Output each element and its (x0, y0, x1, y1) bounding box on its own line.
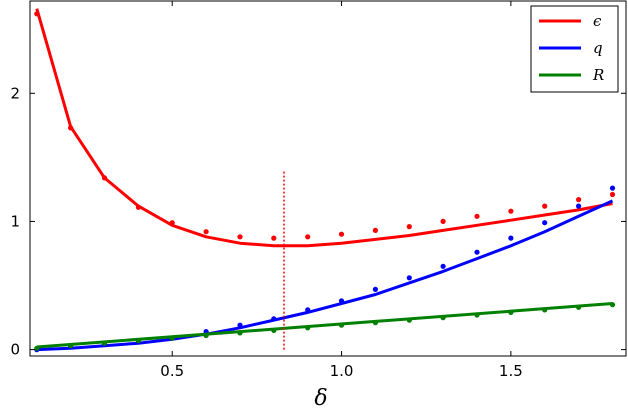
series-0-point (135, 204, 141, 210)
series-2-point (474, 312, 480, 318)
series-1-point (542, 220, 548, 226)
legend-label: R (592, 66, 604, 84)
series-1-point (474, 249, 480, 255)
series-1-point (406, 275, 412, 281)
legend-label: q (593, 39, 603, 57)
series-2-point (271, 327, 277, 333)
series-1-point (372, 286, 378, 292)
legend-entries: ϵqR (539, 12, 604, 84)
legend-entry-2: R (539, 66, 604, 84)
series-2-point (542, 307, 548, 313)
series-2-point (34, 345, 40, 351)
series-0-point (474, 213, 480, 219)
y-tick-label: 2 (10, 84, 20, 102)
legend: ϵqR (530, 5, 619, 93)
series-0-point (372, 227, 378, 233)
legend-entry-1: q (539, 39, 603, 57)
series-0-point (237, 234, 243, 240)
series-0-point (271, 235, 277, 241)
series-1-fit-line (36, 199, 614, 352)
series-layer (34, 8, 616, 353)
series-0-point (101, 175, 108, 181)
x-tick-label: 1.5 (499, 362, 523, 380)
x-tick-label: 0.5 (160, 362, 184, 380)
legend-entry-0: ϵ (539, 12, 602, 30)
series-2-point (406, 317, 412, 323)
series-0-point (169, 220, 175, 226)
series-0-point (338, 231, 345, 237)
series-0-point (542, 203, 548, 209)
series-2-point (68, 343, 74, 349)
series-1-point (271, 316, 277, 322)
series-2-point (372, 320, 378, 326)
series-2-point (440, 315, 446, 321)
series-0-point (34, 11, 40, 17)
y-tick-label: 0 (10, 341, 20, 359)
series-0-point (508, 208, 514, 214)
series-1-point (305, 307, 311, 313)
series-1-point (609, 185, 616, 191)
tick-layer: 0.5 1.0 1.5 0 1 2 (10, 1, 626, 380)
series-2-point (169, 335, 175, 341)
series-0-point (68, 125, 74, 131)
series-2-point (508, 309, 514, 315)
series-1-point (576, 203, 582, 209)
series-2-point (305, 325, 311, 331)
series-1-point (237, 322, 243, 328)
y-tick-label: 1 (10, 212, 20, 230)
x-axis-label: δ (314, 386, 327, 410)
series-1-point (338, 298, 345, 304)
plot-background (30, 1, 626, 356)
series-1-point (440, 263, 446, 269)
series-0-point (609, 191, 616, 198)
series-2 (34, 302, 616, 351)
series-1-point (508, 235, 514, 241)
series-2-point (101, 340, 108, 346)
plot-frame (29, 0, 627, 357)
series-0-point (203, 229, 209, 235)
series-2-point (609, 302, 616, 308)
series-2-point (576, 304, 582, 310)
series-0-point (406, 224, 412, 230)
legend-label: ϵ (593, 12, 602, 30)
x-tick-label: 1.0 (330, 362, 354, 380)
series-2-point (203, 332, 209, 339)
series-0-point (576, 197, 582, 203)
series-0 (34, 8, 616, 248)
series-0-fit-line (35, 8, 613, 248)
series-0-point (305, 234, 311, 240)
series-2-point (237, 330, 243, 336)
series-2-fit-line (36, 302, 613, 349)
series-0-point (440, 218, 446, 224)
series-2-point (338, 322, 345, 328)
series-2-point (135, 338, 141, 344)
